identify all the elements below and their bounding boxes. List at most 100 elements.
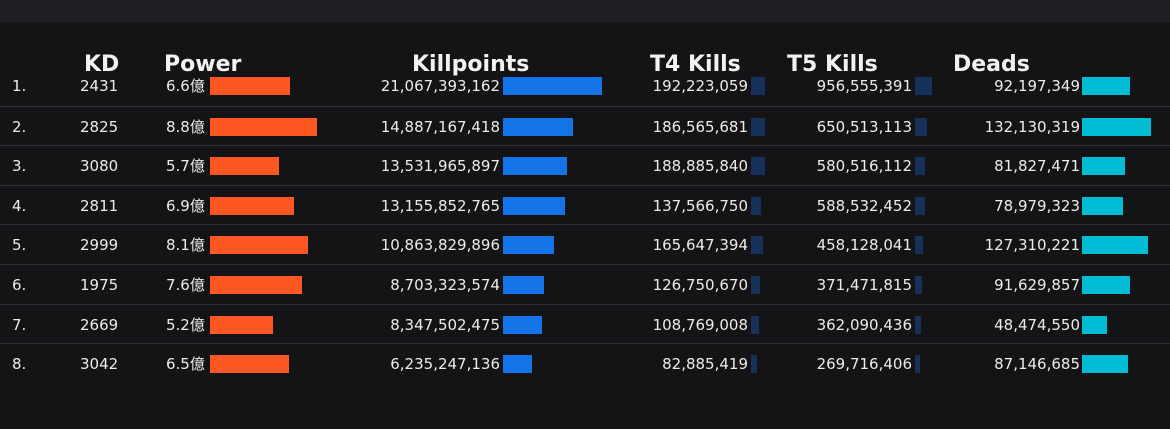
power-bar bbox=[210, 117, 317, 136]
header-killpoints[interactable]: Killpoints bbox=[412, 52, 530, 77]
rank-cell: 6. bbox=[12, 276, 27, 294]
t5-kills-bar bbox=[915, 236, 923, 255]
killpoints-bar bbox=[503, 157, 567, 176]
t4-kills-bar bbox=[751, 355, 757, 374]
rank-cell: 1. bbox=[12, 77, 27, 95]
deads-bar bbox=[1082, 355, 1128, 374]
killpoints-cell: 21,067,393,162 bbox=[380, 77, 500, 95]
deads-cell: 78,979,323 bbox=[994, 196, 1080, 215]
t4-kills-bar bbox=[751, 196, 761, 215]
power-bar bbox=[210, 157, 279, 176]
killpoints-bar bbox=[503, 77, 602, 95]
rank-cell: 7. bbox=[12, 315, 27, 334]
killpoints-bar bbox=[503, 236, 554, 255]
power-cell: 8.8億 bbox=[166, 117, 205, 136]
power-bar bbox=[210, 77, 290, 95]
table-row[interactable]: 3. 3080 5.7億 13,531,965,897 188,885,840 580,5… bbox=[0, 145, 1170, 186]
rank-cell: 8. bbox=[12, 355, 27, 374]
table-row[interactable]: 8. 3042 6.5億 6,235,247,136 82,885,419 269,716… bbox=[0, 343, 1170, 384]
deads-bar bbox=[1082, 157, 1125, 176]
power-cell: 6.5億 bbox=[166, 355, 205, 374]
kd-cell: 2825 bbox=[80, 117, 119, 136]
deads-cell: 87,146,685 bbox=[994, 355, 1080, 374]
t5-kills-bar bbox=[915, 157, 925, 176]
t5-kills-cell: 580,516,112 bbox=[816, 157, 912, 176]
t4-kills-cell: 192,223,059 bbox=[652, 77, 748, 95]
t5-kills-bar bbox=[915, 77, 932, 95]
deads-cell: 127,310,221 bbox=[984, 236, 1080, 255]
killpoints-bar bbox=[503, 196, 565, 215]
table-row[interactable]: 6. 1975 7.6億 8,703,323,574 126,750,670 371,47… bbox=[0, 264, 1170, 305]
kd-cell: 2431 bbox=[80, 77, 119, 95]
kd-cell: 1975 bbox=[80, 276, 119, 294]
rank-cell: 4. bbox=[12, 196, 27, 215]
t4-kills-cell: 186,565,681 bbox=[652, 117, 748, 136]
killpoints-cell: 10,863,829,896 bbox=[380, 236, 500, 255]
t4-kills-bar bbox=[751, 276, 760, 294]
deads-cell: 92,197,349 bbox=[994, 77, 1080, 95]
t5-kills-cell: 362,090,436 bbox=[816, 315, 912, 334]
t4-kills-cell: 165,647,394 bbox=[652, 236, 748, 255]
t4-kills-bar bbox=[751, 117, 765, 136]
kd-cell: 3080 bbox=[80, 157, 119, 176]
killpoints-bar bbox=[503, 117, 573, 136]
t4-kills-cell: 126,750,670 bbox=[652, 276, 748, 294]
killpoints-cell: 8,703,323,574 bbox=[390, 276, 500, 294]
t5-kills-cell: 650,513,113 bbox=[816, 117, 912, 136]
t4-kills-cell: 188,885,840 bbox=[652, 157, 748, 176]
header-t5-kills[interactable]: T5 Kills bbox=[787, 52, 878, 77]
deads-bar bbox=[1082, 117, 1151, 136]
killpoints-cell: 8,347,502,475 bbox=[390, 315, 500, 334]
kd-cell: 2999 bbox=[80, 236, 119, 255]
t4-kills-bar bbox=[751, 77, 765, 95]
table-row[interactable]: 4. 2811 6.9億 13,155,852,765 137,566,750 588,5… bbox=[0, 184, 1170, 226]
power-cell: 6.6億 bbox=[166, 77, 205, 95]
t4-kills-cell: 137,566,750 bbox=[652, 196, 748, 215]
power-cell: 7.6億 bbox=[166, 276, 205, 294]
header-power[interactable]: Power bbox=[164, 52, 242, 77]
power-bar bbox=[210, 236, 308, 255]
kd-cell: 3042 bbox=[80, 355, 119, 374]
power-bar bbox=[210, 315, 273, 334]
kd-cell: 2669 bbox=[80, 315, 119, 334]
t5-kills-bar bbox=[915, 276, 922, 294]
power-bar bbox=[210, 355, 289, 374]
deads-bar bbox=[1082, 236, 1148, 255]
table-row[interactable]: 2. 2825 8.8億 14,887,167,418 186,565,681 650,5… bbox=[0, 105, 1170, 147]
t5-kills-cell: 371,471,815 bbox=[816, 276, 912, 294]
table-row[interactable]: 7. 2669 5.2億 8,347,502,475 108,769,008 362,09… bbox=[0, 303, 1170, 345]
t5-kills-bar bbox=[915, 355, 920, 374]
t4-kills-cell: 82,885,419 bbox=[662, 355, 748, 374]
table-row[interactable]: 5. 2999 8.1億 10,863,829,896 165,647,394 458,1… bbox=[0, 224, 1170, 265]
t5-kills-cell: 956,555,391 bbox=[816, 77, 912, 95]
t4-kills-cell: 108,769,008 bbox=[652, 315, 748, 334]
deads-cell: 91,629,857 bbox=[994, 276, 1080, 294]
power-cell: 5.7億 bbox=[166, 157, 205, 176]
deads-bar bbox=[1082, 196, 1123, 215]
killpoints-bar bbox=[503, 315, 542, 334]
rank-cell: 3. bbox=[12, 157, 27, 176]
power-bar bbox=[210, 276, 302, 294]
t5-kills-cell: 269,716,406 bbox=[816, 355, 912, 374]
deads-cell: 81,827,471 bbox=[994, 157, 1080, 176]
deads-bar bbox=[1082, 276, 1130, 294]
header-t4-kills[interactable]: T4 Kills bbox=[650, 52, 741, 77]
rank-cell: 5. bbox=[12, 236, 27, 255]
killpoints-cell: 13,531,965,897 bbox=[380, 157, 500, 176]
header-kd[interactable]: KD bbox=[84, 52, 120, 77]
power-cell: 8.1億 bbox=[166, 236, 205, 255]
table-row[interactable]: 1. 2431 6.6億 21,067,393,162 192,223,059 956,5… bbox=[0, 66, 1170, 106]
top-strip bbox=[0, 0, 1170, 22]
power-bar bbox=[210, 196, 294, 215]
t5-kills-bar bbox=[915, 196, 925, 215]
kd-cell: 2811 bbox=[80, 196, 119, 215]
power-cell: 5.2億 bbox=[166, 315, 205, 334]
killpoints-cell: 6,235,247,136 bbox=[390, 355, 500, 374]
ranking-table: KD Power Killpoints T4 Kills T5 Kills De… bbox=[0, 22, 1170, 429]
killpoints-cell: 13,155,852,765 bbox=[380, 196, 500, 215]
rank-cell: 2. bbox=[12, 117, 27, 136]
header-deads[interactable]: Deads bbox=[953, 52, 1030, 77]
deads-cell: 132,130,319 bbox=[984, 117, 1080, 136]
t5-kills-cell: 588,532,452 bbox=[816, 196, 912, 215]
deads-cell: 48,474,550 bbox=[994, 315, 1080, 334]
